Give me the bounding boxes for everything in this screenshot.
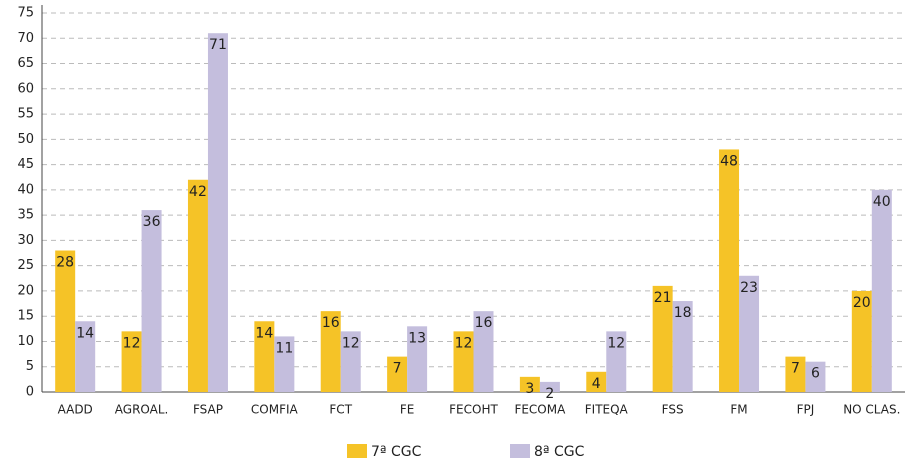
y-tick-label: 75	[17, 6, 34, 21]
bar	[407, 326, 428, 392]
bar	[207, 33, 228, 393]
x-tick-label: FECOMA	[514, 403, 566, 417]
data-label: 42	[189, 184, 207, 200]
x-tick-label: FECOHT	[449, 403, 498, 417]
bar	[805, 361, 826, 392]
y-tick-label: 25	[17, 258, 34, 273]
x-tick-label: FSAP	[193, 403, 223, 417]
x-tick-label: NO CLAS.	[843, 403, 900, 417]
bar	[539, 381, 560, 392]
y-tick-label: 15	[17, 309, 34, 324]
x-tick-label: COMFIA	[251, 403, 299, 417]
legend-swatch	[347, 444, 367, 458]
bar	[871, 189, 892, 392]
data-label: 16	[322, 315, 340, 331]
bar	[719, 149, 740, 392]
data-label: 13	[408, 330, 426, 346]
data-label: 3	[525, 381, 534, 397]
bar	[652, 285, 673, 392]
x-tick-label: FPJ	[797, 403, 815, 417]
x-tick-label: FSS	[662, 403, 684, 417]
y-tick-label: 65	[17, 56, 34, 71]
bar	[473, 311, 494, 392]
bar	[340, 331, 361, 392]
y-tick-label: 40	[17, 182, 34, 197]
y-tick-label: 20	[17, 283, 34, 298]
data-label: 11	[275, 340, 293, 356]
x-tick-label: AGROAL.	[115, 403, 169, 417]
bar	[672, 301, 693, 392]
y-tick-label: 10	[17, 334, 34, 349]
bar	[453, 331, 474, 392]
legend-label: 7ª CGC	[371, 444, 422, 460]
y-tick-label: 55	[17, 107, 34, 122]
y-tick-label: 60	[17, 81, 34, 96]
data-label: 2	[545, 386, 554, 402]
data-label: 20	[853, 295, 871, 311]
data-label: 23	[740, 280, 758, 296]
bar	[141, 210, 162, 392]
x-tick-label: FM	[730, 403, 747, 417]
data-label: 12	[342, 335, 360, 351]
bar	[851, 290, 872, 392]
bar	[586, 371, 607, 392]
data-label: 48	[720, 153, 738, 169]
y-tick-label: 30	[17, 233, 34, 248]
data-label: 12	[607, 335, 625, 351]
bar	[606, 331, 627, 392]
data-label: 36	[143, 214, 161, 230]
bar	[519, 376, 540, 392]
legend-label: 8ª CGC	[534, 444, 585, 460]
y-tick-label: 0	[26, 385, 34, 400]
y-tick-label: 5	[26, 359, 34, 374]
data-label: 28	[56, 255, 74, 271]
data-label: 4	[592, 376, 601, 392]
data-label: 6	[811, 366, 820, 382]
y-tick-label: 35	[17, 208, 34, 223]
bar	[187, 179, 208, 392]
bar	[785, 356, 806, 392]
bar	[55, 250, 76, 392]
bar	[274, 336, 295, 392]
bar	[739, 275, 760, 392]
data-label: 14	[255, 325, 273, 341]
data-label: 7	[791, 361, 800, 377]
data-label: 14	[76, 325, 94, 341]
y-tick-label: 70	[17, 31, 34, 46]
bar	[254, 321, 275, 392]
x-tick-label: FCT	[329, 403, 352, 417]
data-label: 71	[209, 37, 227, 53]
y-tick-label: 45	[17, 157, 34, 172]
x-tick-label: AADD	[58, 403, 93, 417]
legend-swatch	[510, 444, 530, 458]
data-label: 40	[873, 194, 891, 210]
x-tick-label: FITEQA	[585, 403, 629, 417]
bar	[75, 321, 96, 392]
data-label: 21	[654, 290, 672, 306]
data-label: 12	[455, 335, 473, 351]
data-label: 12	[123, 335, 141, 351]
x-tick-label: FE	[400, 403, 414, 417]
data-label: 18	[674, 305, 692, 321]
bar	[121, 331, 142, 392]
data-label: 16	[475, 315, 493, 331]
bar	[387, 356, 408, 392]
bar	[320, 311, 341, 392]
data-label: 7	[393, 361, 402, 377]
y-tick-label: 50	[17, 132, 34, 147]
